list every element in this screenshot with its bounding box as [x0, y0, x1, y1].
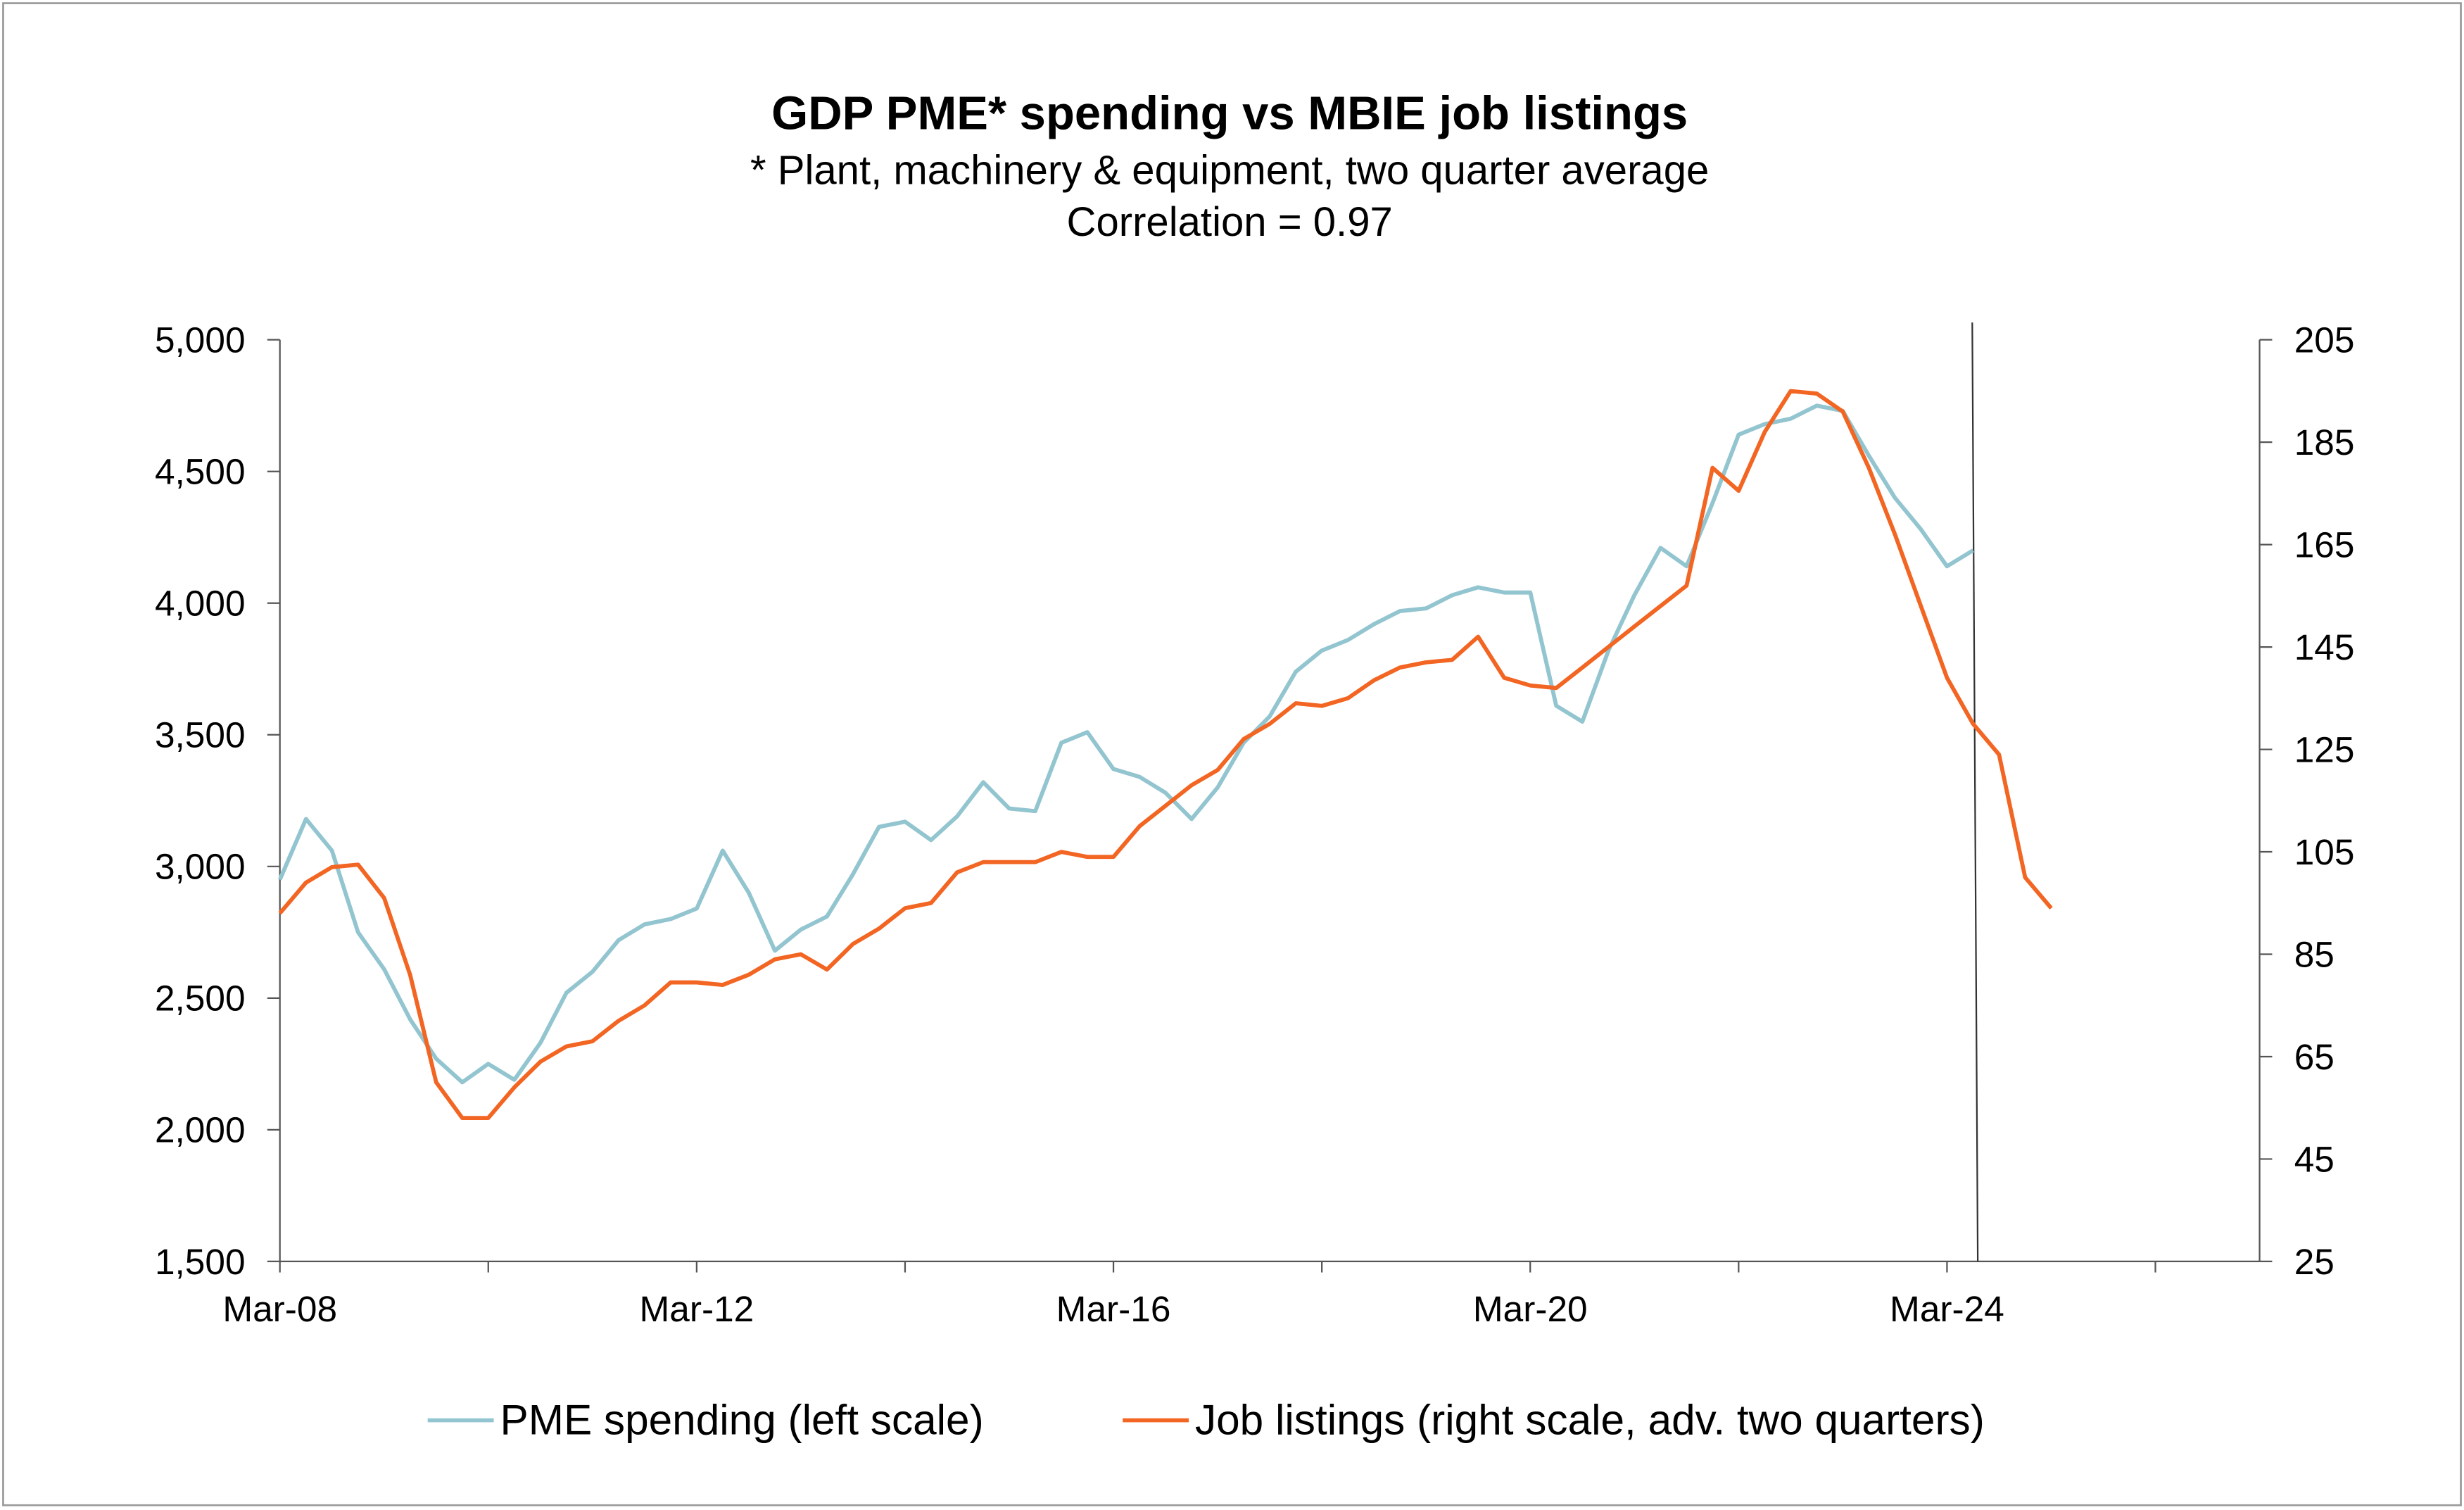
right-tick-label: 185: [2294, 422, 2355, 463]
chart-title: GDP PME* spending vs MBIE job listings: [771, 87, 1688, 139]
right-tick-label: 105: [2294, 831, 2355, 872]
left-tick-label: 2,500: [155, 978, 246, 1019]
left-tick-label: 3,000: [155, 846, 246, 887]
x-tick-label: Mar-16: [1056, 1288, 1171, 1329]
right-tick-label: 45: [2294, 1138, 2335, 1179]
left-tick-label: 4,000: [155, 583, 246, 624]
chart-subtitle: * Plant, machinery & equipment, two quar…: [750, 147, 1709, 193]
plot-area: [278, 322, 2053, 1262]
series-line-pme-spending: [278, 403, 1974, 1085]
right-tick-label: 65: [2294, 1036, 2335, 1077]
x-tick-label: Mar-08: [222, 1288, 337, 1329]
right-tick-label: 145: [2294, 627, 2355, 667]
legend-label-jobs: Job listings (right scale, adv. two quar…: [1195, 1396, 1985, 1444]
x-tick-label: Mar-20: [1473, 1288, 1588, 1329]
axes: 1,500 2,000 2,500 3,000 3,500 4,000 4,500 5,000…: [155, 320, 2354, 1329]
legend: PME spending (left scale) Job listings (…: [427, 1396, 1985, 1444]
x-tick-label: Mar-12: [640, 1288, 754, 1329]
left-tick-label: 5,000: [155, 320, 246, 360]
right-tick-label: 25: [2294, 1241, 2335, 1282]
left-tick-label: 3,500: [155, 715, 246, 755]
left-tick-label: 4,500: [155, 451, 246, 492]
series-line-job-listings: [278, 389, 2053, 1121]
left-tick-label: 1,500: [155, 1241, 246, 1282]
right-tick-label: 165: [2294, 524, 2355, 565]
right-tick-label: 125: [2294, 729, 2355, 769]
right-tick-label: 85: [2294, 933, 2335, 974]
chart-annotation: Correlation = 0.97: [1067, 199, 1393, 245]
legend-label-pme: PME spending (left scale): [500, 1396, 983, 1444]
left-tick-label: 2,000: [155, 1109, 246, 1150]
vertical-marker-line: [1971, 322, 1979, 1262]
x-tick-label: Mar-24: [1890, 1288, 2004, 1329]
right-tick-label: 205: [2294, 320, 2355, 360]
